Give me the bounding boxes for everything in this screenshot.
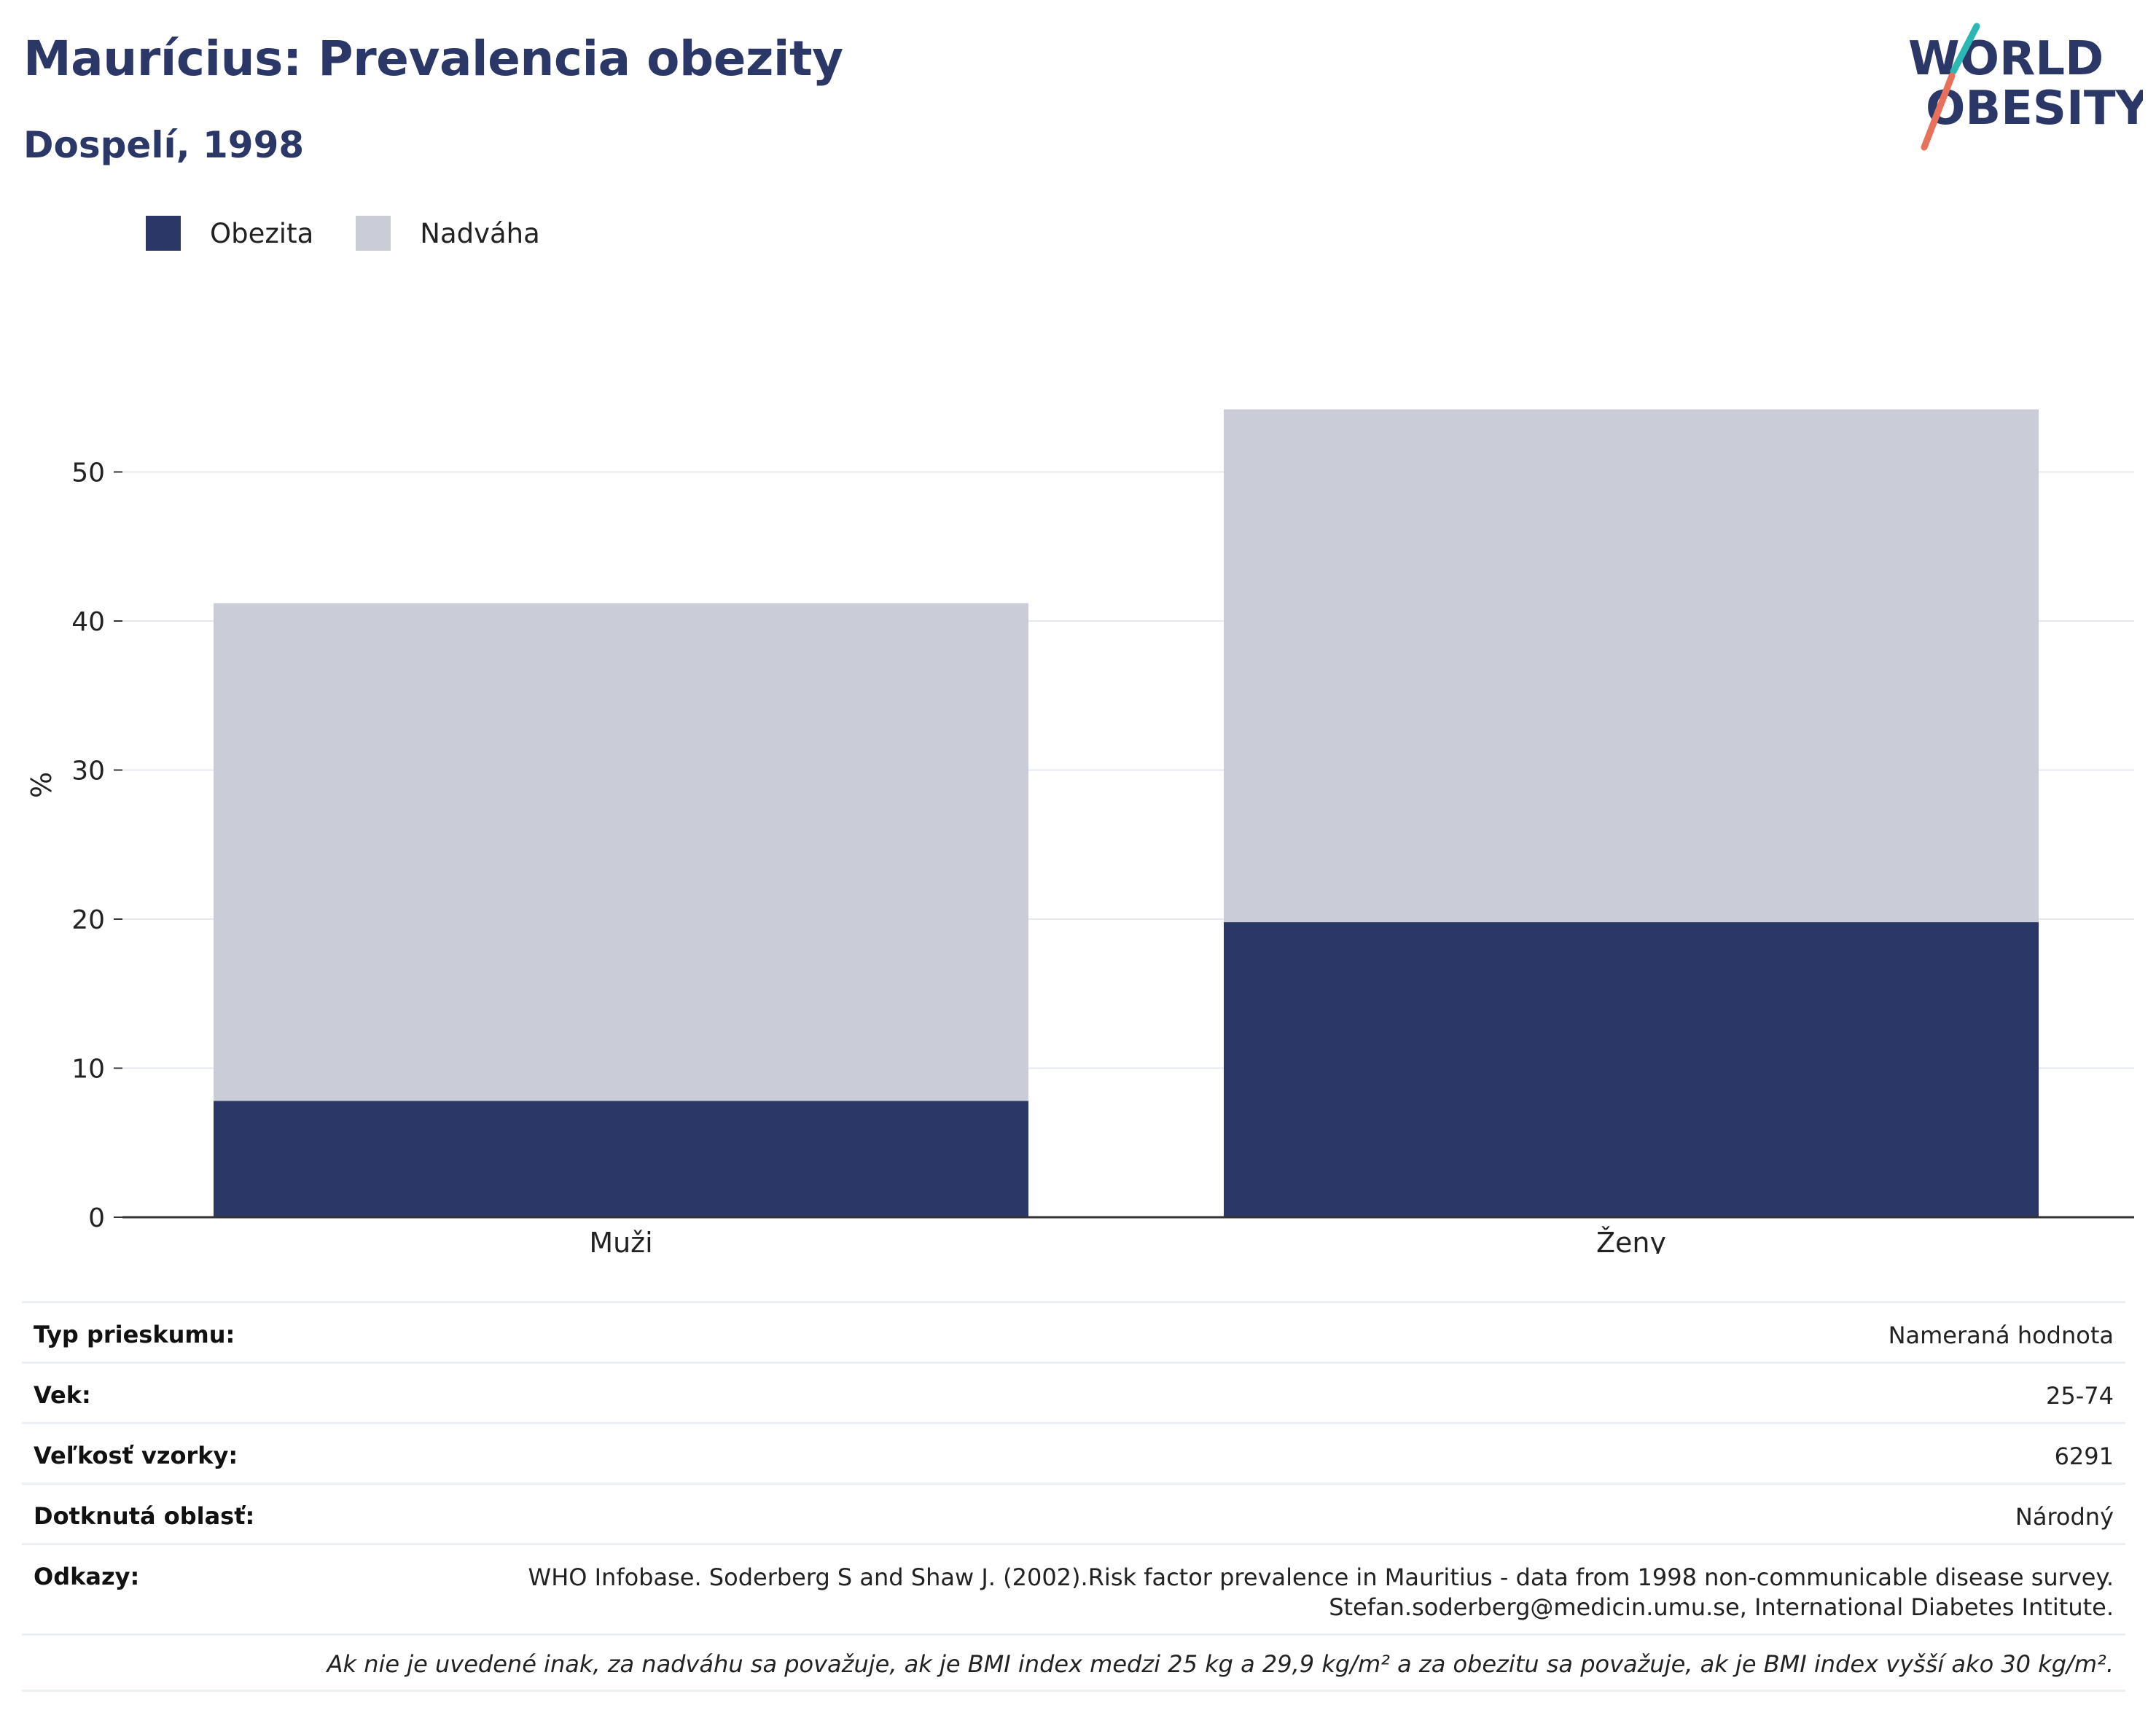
info-value: Nameraná hodnota [1888, 1321, 2114, 1349]
legend-swatch-obezita [146, 216, 181, 251]
reference-line: Stefan.soderberg@medicin.umu.se, Interna… [1329, 1593, 2114, 1621]
world-obesity-logo: WORLD OBESITY [1908, 23, 2143, 151]
info-key: Typ prieskumu: [34, 1321, 235, 1348]
info-value: 6291 [2054, 1442, 2114, 1470]
bar-nadváha-0 [214, 603, 1028, 1101]
logo-text-obesity: OBESITY [1926, 82, 2143, 136]
info-key: Veľkosť vzorky: [34, 1442, 238, 1469]
info-value: Národný [2015, 1503, 2114, 1531]
legend-label-obezita: Obezita [210, 217, 314, 249]
legend-item-obezita[interactable]: Obezita [146, 216, 313, 251]
info-key: Odkazy: [34, 1563, 140, 1590]
info-row-sample-size: Veľkosť vzorky: 6291 [22, 1422, 2125, 1483]
info-row-age: Vek: 25-74 [22, 1362, 2125, 1422]
logo-text-world: WORLD [1908, 32, 2104, 86]
bmi-definition-note: Ak nie je uvedené inak, za nadváhu sa po… [22, 1633, 2125, 1692]
info-row-area: Dotknutá oblasť: Národný [22, 1483, 2125, 1543]
legend-label-nadvaha: Nadváha [420, 217, 540, 249]
y-axis-label: % [26, 772, 58, 798]
bar-nadváha-1 [1224, 409, 2039, 923]
info-row-survey-type: Typ prieskumu: Nameraná hodnota [22, 1301, 2125, 1362]
y-tick-label: 30 [71, 757, 105, 786]
y-tick-label: 50 [71, 458, 105, 488]
x-tick-label: Ženy [1596, 1227, 1666, 1254]
chart-legend: Obezita Nadváha [146, 216, 582, 251]
reference-line: WHO Infobase. Soderberg S and Shaw J. (2… [528, 1563, 2114, 1591]
y-tick-label: 40 [71, 607, 105, 637]
y-tick-label: 10 [71, 1055, 105, 1085]
legend-item-nadvaha[interactable]: Nadváha [356, 216, 540, 251]
y-tick-label: 0 [88, 1203, 105, 1233]
survey-info-table: Typ prieskumu: Nameraná hodnota Vek: 25-… [22, 1301, 2125, 1692]
chart-title: Maurícius: Prevalencia obezity [23, 31, 843, 87]
logo-slash-top [1950, 23, 1980, 75]
bar-obezita-1 [1224, 922, 2039, 1217]
info-key: Vek: [34, 1381, 91, 1409]
info-value: 25-74 [2046, 1382, 2114, 1410]
x-tick-label: Muži [589, 1227, 652, 1254]
bar-obezita-0 [214, 1101, 1028, 1217]
logo-slash-bottom [1921, 72, 1956, 151]
legend-swatch-nadvaha [356, 216, 391, 251]
chart-subtitle: Dospelí, 1998 [23, 124, 305, 166]
bar-chart: 0 10 20 30 40 50% Muži Ženy [26, 409, 2134, 1254]
y-tick-label: 20 [71, 905, 105, 935]
info-key: Dotknutá oblasť: [34, 1502, 255, 1530]
info-row-references: Odkazy: WHO Infobase. Soderberg S and Sh… [22, 1543, 2125, 1633]
info-value: WHO Infobase. Soderberg S and Shaw J. (2… [528, 1563, 2114, 1622]
